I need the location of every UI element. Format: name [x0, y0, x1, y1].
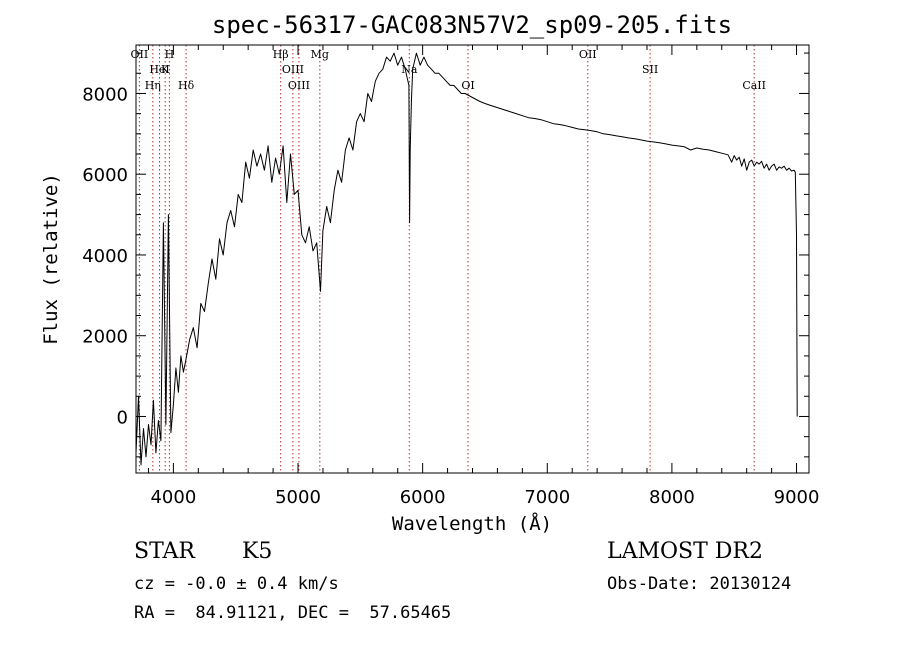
plot-frame: [136, 45, 809, 473]
y-axis-ticks: 0 2000 4000 6000 8000: [82, 53, 809, 457]
series-layer: [136, 53, 797, 465]
line-marker-label: OII: [579, 48, 597, 61]
y-tick-label: 8000: [82, 84, 128, 105]
y-axis-label: Flux (relative): [40, 173, 62, 345]
x-tick-label: 6000: [400, 487, 446, 508]
chart-title: spec-56317-GAC083N57V2_sp09-205.fits: [212, 11, 732, 39]
cz-value: cz = -0.0 ± 0.4 km/s: [134, 574, 339, 594]
y-tick-label: 6000: [82, 165, 128, 186]
x-tick-label: 5000: [275, 487, 321, 508]
x-tick-label: 9000: [774, 487, 820, 508]
line-marker-label: SII: [642, 63, 658, 76]
line-marker-label: Hη: [145, 79, 161, 92]
x-tick-label: 8000: [649, 487, 695, 508]
y-tick-label: 2000: [82, 327, 128, 348]
line-marker-label: H: [165, 48, 175, 61]
y-tick-label: 0: [117, 407, 128, 428]
spectrum-line: [136, 53, 797, 465]
line-marker-label: OIII: [282, 63, 304, 76]
x-axis-ticks: 4000 5000 6000 7000 8000 9000: [148, 45, 819, 508]
line-marker-label: Hδ: [178, 79, 195, 92]
x-axis-label: Wavelength (Å): [392, 512, 552, 535]
line-marker-label: OII: [131, 48, 149, 61]
coordinates: RA = 84.91121, DEC = 57.65465: [134, 603, 451, 623]
line-marker-label: CaII: [742, 79, 766, 92]
line-marker-label: OI: [461, 79, 474, 92]
line-marker-label: Hβ: [273, 48, 289, 61]
y-tick-label: 4000: [82, 246, 128, 267]
line-marker-label: OIII: [288, 79, 310, 92]
line-marker-label: K: [161, 63, 170, 76]
line-marker-label: Mg: [311, 48, 329, 61]
x-tick-label: 4000: [150, 487, 196, 508]
subclass-label: K5: [242, 539, 272, 564]
obs-date: Obs-Date: 20130124: [607, 574, 791, 594]
survey-label: LAMOST DR2: [607, 539, 763, 564]
class-label: STAR: [134, 539, 195, 564]
x-tick-label: 7000: [524, 487, 570, 508]
